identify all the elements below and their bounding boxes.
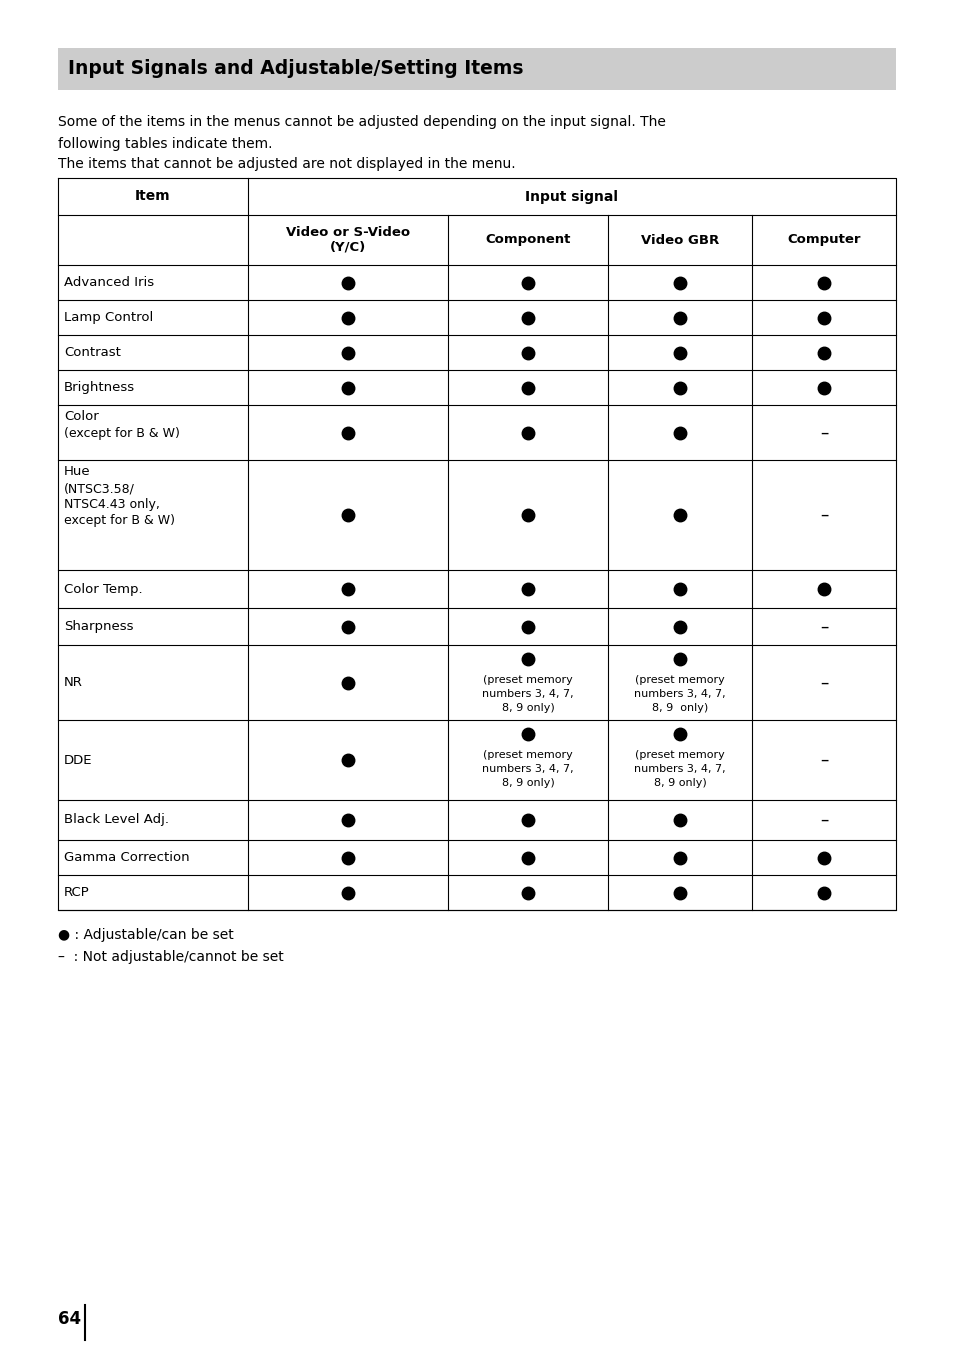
Text: 8, 9  only): 8, 9 only) [651, 703, 707, 713]
Text: –  : Not adjustable/cannot be set: – : Not adjustable/cannot be set [58, 950, 283, 964]
Text: numbers 3, 4, 7,: numbers 3, 4, 7, [634, 764, 725, 773]
Text: Video GBR: Video GBR [640, 234, 719, 246]
Text: numbers 3, 4, 7,: numbers 3, 4, 7, [481, 690, 573, 699]
Text: 64: 64 [58, 1310, 81, 1328]
Text: (NTSC3.58/: (NTSC3.58/ [64, 483, 134, 495]
Text: NTSC4.43 only,: NTSC4.43 only, [64, 498, 160, 511]
Text: –: – [819, 811, 827, 829]
Text: Gamma Correction: Gamma Correction [64, 850, 190, 864]
Text: Color: Color [64, 410, 99, 423]
Text: RCP: RCP [64, 886, 90, 899]
Text: Advanced Iris: Advanced Iris [64, 276, 154, 289]
Text: Lamp Control: Lamp Control [64, 311, 153, 324]
Text: Color Temp.: Color Temp. [64, 583, 143, 595]
Text: Some of the items in the menus cannot be adjusted depending on the input signal.: Some of the items in the menus cannot be… [58, 115, 665, 128]
Text: Contrast: Contrast [64, 346, 121, 360]
Text: –: – [819, 423, 827, 442]
Text: 8, 9 only): 8, 9 only) [501, 703, 554, 713]
Text: 8, 9 only): 8, 9 only) [653, 777, 705, 788]
Text: (preset memory: (preset memory [635, 750, 724, 760]
Text: Input signal: Input signal [525, 189, 618, 204]
Text: Sharpness: Sharpness [64, 621, 133, 633]
Bar [58, 49, 895, 91]
Text: Item: Item [135, 189, 171, 204]
Text: 8, 9 only): 8, 9 only) [501, 777, 554, 788]
Text: –: – [819, 506, 827, 525]
Text: –: – [819, 673, 827, 691]
Text: Video or S-Video
(Y/C): Video or S-Video (Y/C) [286, 226, 410, 254]
Text: (preset memory: (preset memory [635, 675, 724, 685]
Text: (preset memory: (preset memory [482, 750, 572, 760]
Text: ● : Adjustable/can be set: ● : Adjustable/can be set [58, 927, 233, 942]
Text: Component: Component [485, 234, 570, 246]
Text: Computer: Computer [786, 234, 860, 246]
Text: (preset memory: (preset memory [482, 675, 572, 685]
Text: following tables indicate them.: following tables indicate them. [58, 137, 273, 151]
Text: NR: NR [64, 676, 83, 690]
Text: Input Signals and Adjustable/Setting Items: Input Signals and Adjustable/Setting Ite… [68, 59, 523, 78]
Text: (except for B & W): (except for B & W) [64, 427, 180, 439]
Text: DDE: DDE [64, 753, 92, 767]
Text: except for B & W): except for B & W) [64, 514, 174, 527]
Text: numbers 3, 4, 7,: numbers 3, 4, 7, [481, 764, 573, 773]
Text: –: – [819, 618, 827, 635]
Text: Hue: Hue [64, 465, 91, 479]
Text: Black Level Adj.: Black Level Adj. [64, 814, 169, 826]
Text: Brightness: Brightness [64, 381, 135, 393]
Text: The items that cannot be adjusted are not displayed in the menu.: The items that cannot be adjusted are no… [58, 157, 515, 170]
Text: numbers 3, 4, 7,: numbers 3, 4, 7, [634, 690, 725, 699]
Text: –: – [819, 750, 827, 769]
